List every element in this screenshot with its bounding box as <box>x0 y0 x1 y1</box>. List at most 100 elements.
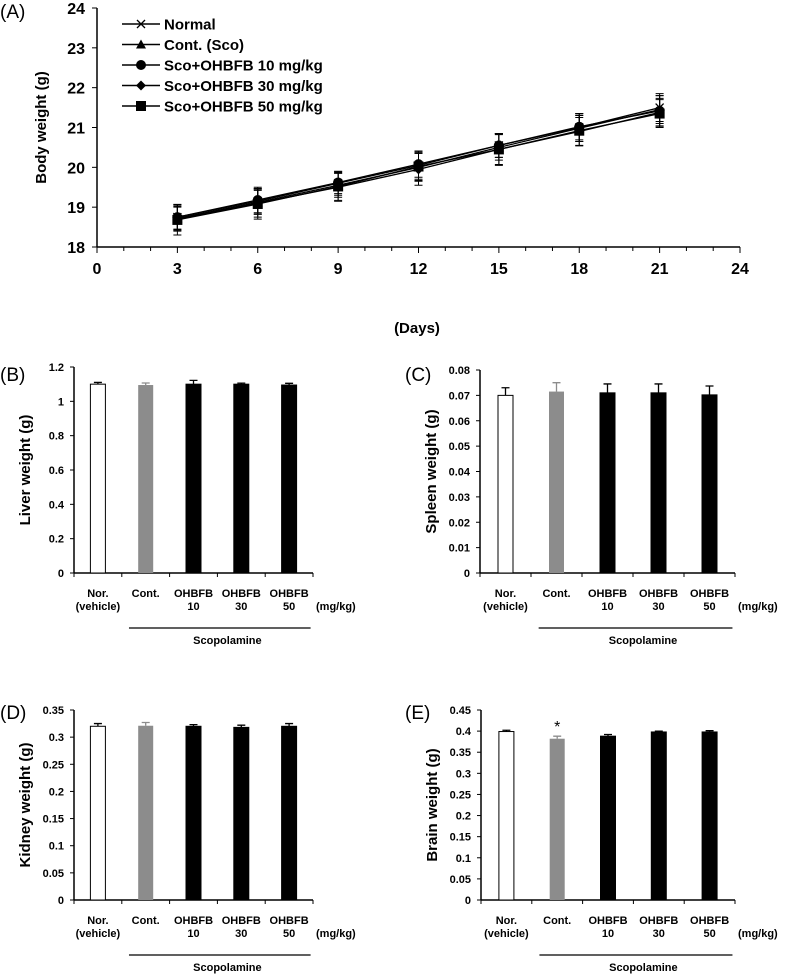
unit-label: (mg/kg) <box>738 601 778 613</box>
y-tick-label: 0.08 <box>449 365 470 377</box>
y-tick-label: 0.02 <box>449 517 470 529</box>
y-tick-label: 0.1 <box>456 853 471 865</box>
category-sublabel: 10 <box>602 928 614 940</box>
legend-marker <box>136 60 146 70</box>
y-tick-label: 0.45 <box>450 705 471 717</box>
category-label: Nor. <box>495 588 516 600</box>
x-tick-label: 9 <box>334 261 343 278</box>
data-point <box>493 144 504 155</box>
y-axis-title: Liver weight (g) <box>17 415 34 526</box>
y-tick-label: 0.15 <box>450 832 471 844</box>
category-sublabel: (vehicle) <box>76 601 121 613</box>
category-label: Nor. <box>496 915 517 927</box>
panel-label: (E) <box>405 703 430 724</box>
bar <box>233 383 250 574</box>
category-label: OHBFB <box>588 915 627 927</box>
y-tick-label: 0.3 <box>456 768 471 780</box>
y-tick-label: 0.05 <box>450 874 471 886</box>
unit-label: (mg/kg) <box>316 601 356 613</box>
category-sublabel: (vehicle) <box>484 928 529 940</box>
category-label: OHBFB <box>639 915 678 927</box>
error-bar <box>654 383 663 393</box>
bar <box>497 394 514 574</box>
data-point <box>654 108 665 119</box>
category-label: Cont. <box>543 915 571 927</box>
x-tick-label: 18 <box>570 261 588 278</box>
category-sublabel: 10 <box>601 601 613 613</box>
error-bar <box>603 383 612 393</box>
y-tick-label: 0 <box>58 895 64 907</box>
data-point <box>333 181 344 192</box>
y-tick-label: 0.25 <box>43 759 64 771</box>
y-tick-label: 0.04 <box>449 467 471 479</box>
bar <box>185 383 202 574</box>
legend-label: Sco+OHBFB 10 mg/kg <box>164 58 323 75</box>
data-point <box>574 125 585 136</box>
unit-label: (mg/kg) <box>738 928 778 940</box>
panel-label: (B) <box>0 365 25 386</box>
bar <box>599 392 616 574</box>
y-tick-label: 0.4 <box>456 726 472 738</box>
legend-label: Sco+OHBFB 50 mg/kg <box>164 99 323 116</box>
category-label: OHBFB <box>690 915 729 927</box>
category-sublabel: 50 <box>703 601 715 613</box>
bar <box>600 735 616 901</box>
y-tick-label: 0.05 <box>43 868 64 880</box>
category-label: Nor. <box>87 588 108 600</box>
bar <box>650 392 667 574</box>
group-label: Scopolamine <box>193 962 261 974</box>
group-label: Scopolamine <box>609 635 677 647</box>
category-sublabel: 10 <box>187 928 199 940</box>
category-sublabel: 30 <box>235 928 247 940</box>
panel-label: (D) <box>0 703 26 724</box>
category-label: OHBFB <box>222 588 261 600</box>
category-label: OHBFB <box>690 588 729 600</box>
y-axis-title: Brain weight (g) <box>424 748 441 861</box>
y-tick-label: 0 <box>465 895 471 907</box>
y-tick-label: 0.06 <box>449 416 470 428</box>
data-point <box>172 214 183 225</box>
category-sublabel: 10 <box>187 601 199 613</box>
significance-marker: * <box>554 719 560 736</box>
y-axis-title: Kidney weight (g) <box>17 743 34 868</box>
category-label: Cont. <box>132 588 160 600</box>
y-tick-label: 0.1 <box>49 841 64 853</box>
category-sublabel: 30 <box>652 601 664 613</box>
category-label: OHBFB <box>270 588 309 600</box>
y-tick-label: 18 <box>67 240 85 257</box>
x-tick-label: 12 <box>410 261 428 278</box>
y-tick-label: 1.2 <box>49 362 64 374</box>
legend-label: Cont. (Sco) <box>164 37 244 54</box>
unit-label: (mg/kg) <box>316 928 356 940</box>
x-tick-label: 0 <box>93 261 102 278</box>
x-axis-title: (Days) <box>394 320 440 337</box>
category-label: Cont. <box>132 915 160 927</box>
error-bar <box>141 721 150 726</box>
category-label: Nor. <box>87 915 108 927</box>
y-tick-label: 24 <box>67 1 85 18</box>
legend-marker <box>136 39 146 49</box>
bar <box>233 726 250 901</box>
y-axis-title: Spleen weight (g) <box>423 409 440 533</box>
y-tick-label: 1 <box>58 396 64 408</box>
data-point <box>252 198 263 209</box>
panel-b: (B) 0 0.2 0.4 0.6 0.8 1 1.2 Liver weight (g) Nor.… <box>0 362 356 647</box>
bar <box>549 738 565 900</box>
bar <box>281 384 298 574</box>
category-label: OHBFB <box>174 588 213 600</box>
bar <box>138 725 154 900</box>
y-axis-title: Body weight (g) <box>33 71 50 184</box>
category-sublabel: (vehicle) <box>483 601 528 613</box>
bar <box>185 725 202 901</box>
legend-label: Normal <box>164 17 216 34</box>
category-label: OHBFB <box>588 588 627 600</box>
x-tick-label: 15 <box>490 261 508 278</box>
bar <box>281 725 298 901</box>
error-bar <box>705 385 714 395</box>
panel-d: (D) 0 0.05 0.1 0.15 0.2 0.25 0.3 0.35 Kidney weig… <box>0 703 356 974</box>
bar <box>701 731 718 901</box>
category-sublabel: 50 <box>283 928 295 940</box>
legend-marker <box>136 101 146 111</box>
panel-e: (E) 0 0.05 0.1 0.15 0.2 0.25 0.3 0.35 0.4 0.45 Brai… <box>405 703 778 974</box>
error-bar <box>501 387 510 396</box>
